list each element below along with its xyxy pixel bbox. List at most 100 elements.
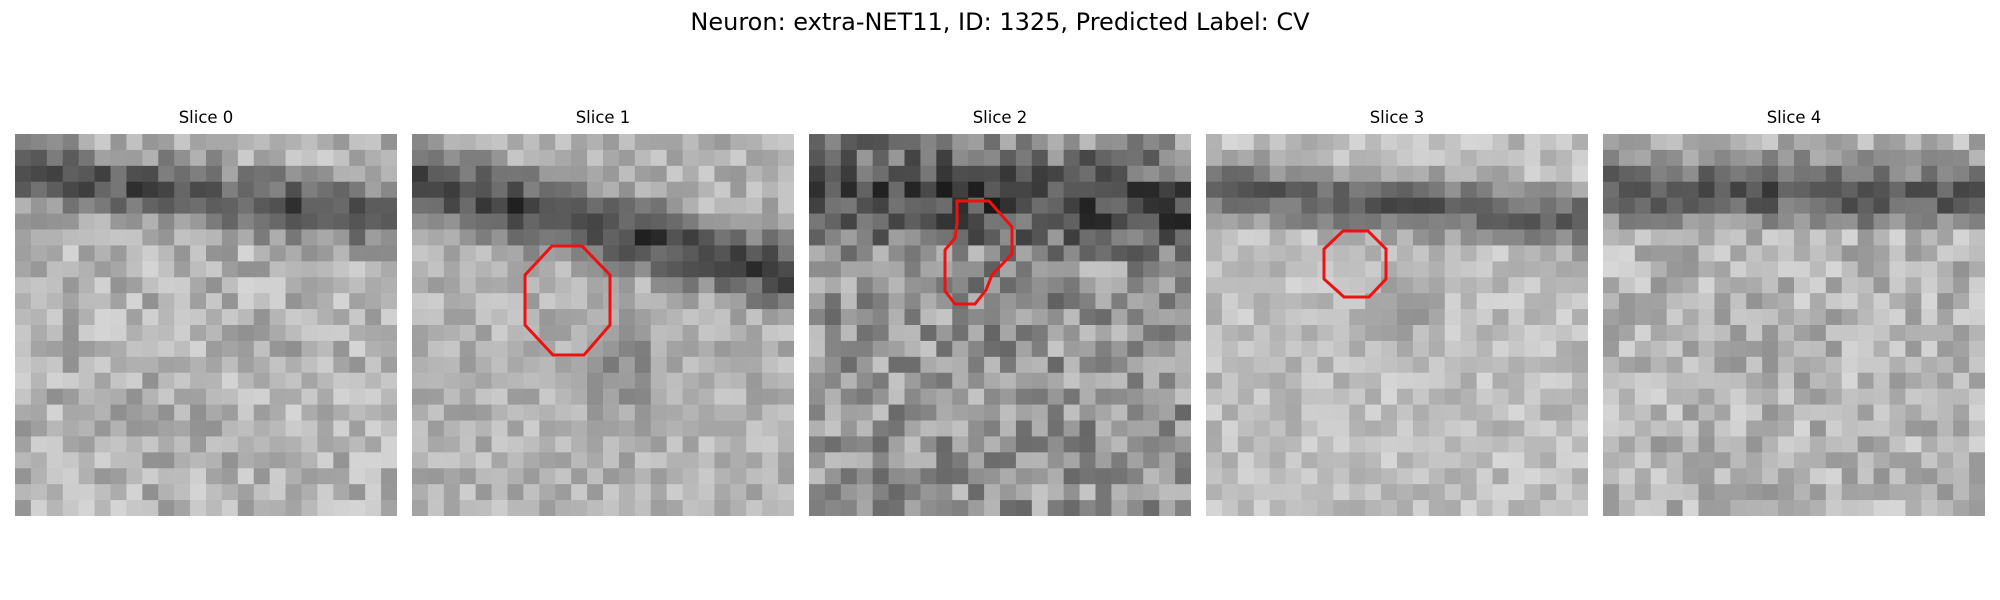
pixel: [1476, 500, 1494, 516]
pixel: [475, 245, 493, 262]
pixel: [698, 372, 716, 390]
pixel: [539, 309, 556, 326]
pixel: [809, 404, 826, 422]
pixel: [1650, 213, 1668, 231]
pixel: [1381, 420, 1398, 438]
pixel: [285, 468, 303, 485]
pixel: [1666, 181, 1684, 199]
pixel: [1873, 229, 1891, 247]
pixel: [1794, 325, 1811, 342]
pixel: [1857, 213, 1875, 231]
pixel: [968, 340, 985, 358]
pixel: [698, 340, 716, 358]
pixel: [333, 500, 350, 516]
pixel: [1682, 388, 1700, 406]
pixel: [714, 356, 731, 374]
pixel: [920, 468, 937, 485]
pixel: [603, 388, 620, 406]
pixel: [1698, 484, 1716, 501]
pixel: [1444, 436, 1462, 453]
pixel: [1301, 309, 1319, 326]
pixel: [253, 436, 271, 453]
pixel: [698, 149, 716, 167]
pixel: [523, 134, 540, 151]
pixel: [285, 500, 303, 516]
pixel: [1666, 213, 1684, 231]
pixel: [1746, 436, 1763, 453]
pixel: [333, 436, 350, 453]
pixel: [698, 468, 716, 485]
pixel: [46, 372, 64, 390]
pixel: [1825, 213, 1843, 231]
pixel: [666, 229, 684, 247]
pixel: [1253, 500, 1271, 516]
pixel: [206, 500, 223, 516]
pixel: [1889, 404, 1907, 422]
pixel: [1603, 245, 1620, 262]
pixel: [778, 165, 794, 183]
pixel: [1428, 420, 1446, 438]
pixel: [778, 500, 794, 516]
pixel: [746, 293, 763, 310]
pixel: [1841, 309, 1859, 326]
pixel: [158, 245, 175, 262]
pixel: [730, 309, 747, 326]
pixel: [221, 165, 239, 183]
pixel: [1206, 436, 1223, 453]
pixel: [317, 436, 334, 453]
pixel: [1460, 452, 1478, 469]
pixel: [1825, 134, 1843, 151]
pixel: [1476, 245, 1494, 262]
pixel: [1746, 452, 1763, 469]
pixel: [1095, 165, 1113, 183]
pixel: [523, 197, 540, 215]
pixel: [1603, 468, 1620, 485]
pixel: [1206, 452, 1223, 469]
pixel: [1809, 293, 1827, 310]
pixel: [30, 372, 48, 390]
pixel: [1857, 340, 1875, 358]
pixel: [30, 213, 48, 231]
pixel: [936, 452, 953, 469]
pixel: [237, 181, 255, 199]
pixel: [603, 134, 620, 151]
pixel: [603, 500, 620, 516]
slice-0-image: [15, 134, 397, 516]
pixel: [856, 181, 874, 199]
pixel: [571, 404, 588, 422]
pixel: [840, 293, 858, 310]
pixel: [1778, 213, 1795, 231]
pixel: [968, 436, 985, 453]
pixel: [587, 500, 604, 516]
pixel: [1428, 436, 1446, 453]
pixel: [412, 340, 429, 358]
pixel: [952, 181, 969, 199]
pixel: [507, 500, 525, 516]
pixel: [1746, 372, 1763, 390]
pixel: [1397, 452, 1414, 469]
pixel: [174, 245, 191, 262]
pixel: [840, 500, 858, 516]
pixel: [1381, 468, 1398, 485]
pixel: [1714, 420, 1731, 438]
pixel: [1237, 213, 1255, 231]
pixel: [952, 213, 969, 231]
pixel: [1698, 500, 1716, 516]
pixel: [1015, 388, 1033, 406]
pixel: [174, 468, 191, 485]
pixel: [1524, 356, 1541, 374]
pixel: [1492, 325, 1510, 342]
pixel: [110, 277, 128, 294]
pixel: [1698, 468, 1716, 485]
pixel: [618, 500, 636, 516]
pixel: [1381, 261, 1398, 278]
pixel: [1159, 149, 1176, 167]
pixel: [1253, 213, 1271, 231]
pixel: [1857, 149, 1875, 167]
pixel: [1556, 229, 1573, 247]
pixel: [1031, 149, 1049, 167]
pixel: [1221, 356, 1239, 374]
pixel: [634, 213, 652, 231]
pixel: [142, 420, 159, 438]
pixel: [1540, 340, 1557, 358]
